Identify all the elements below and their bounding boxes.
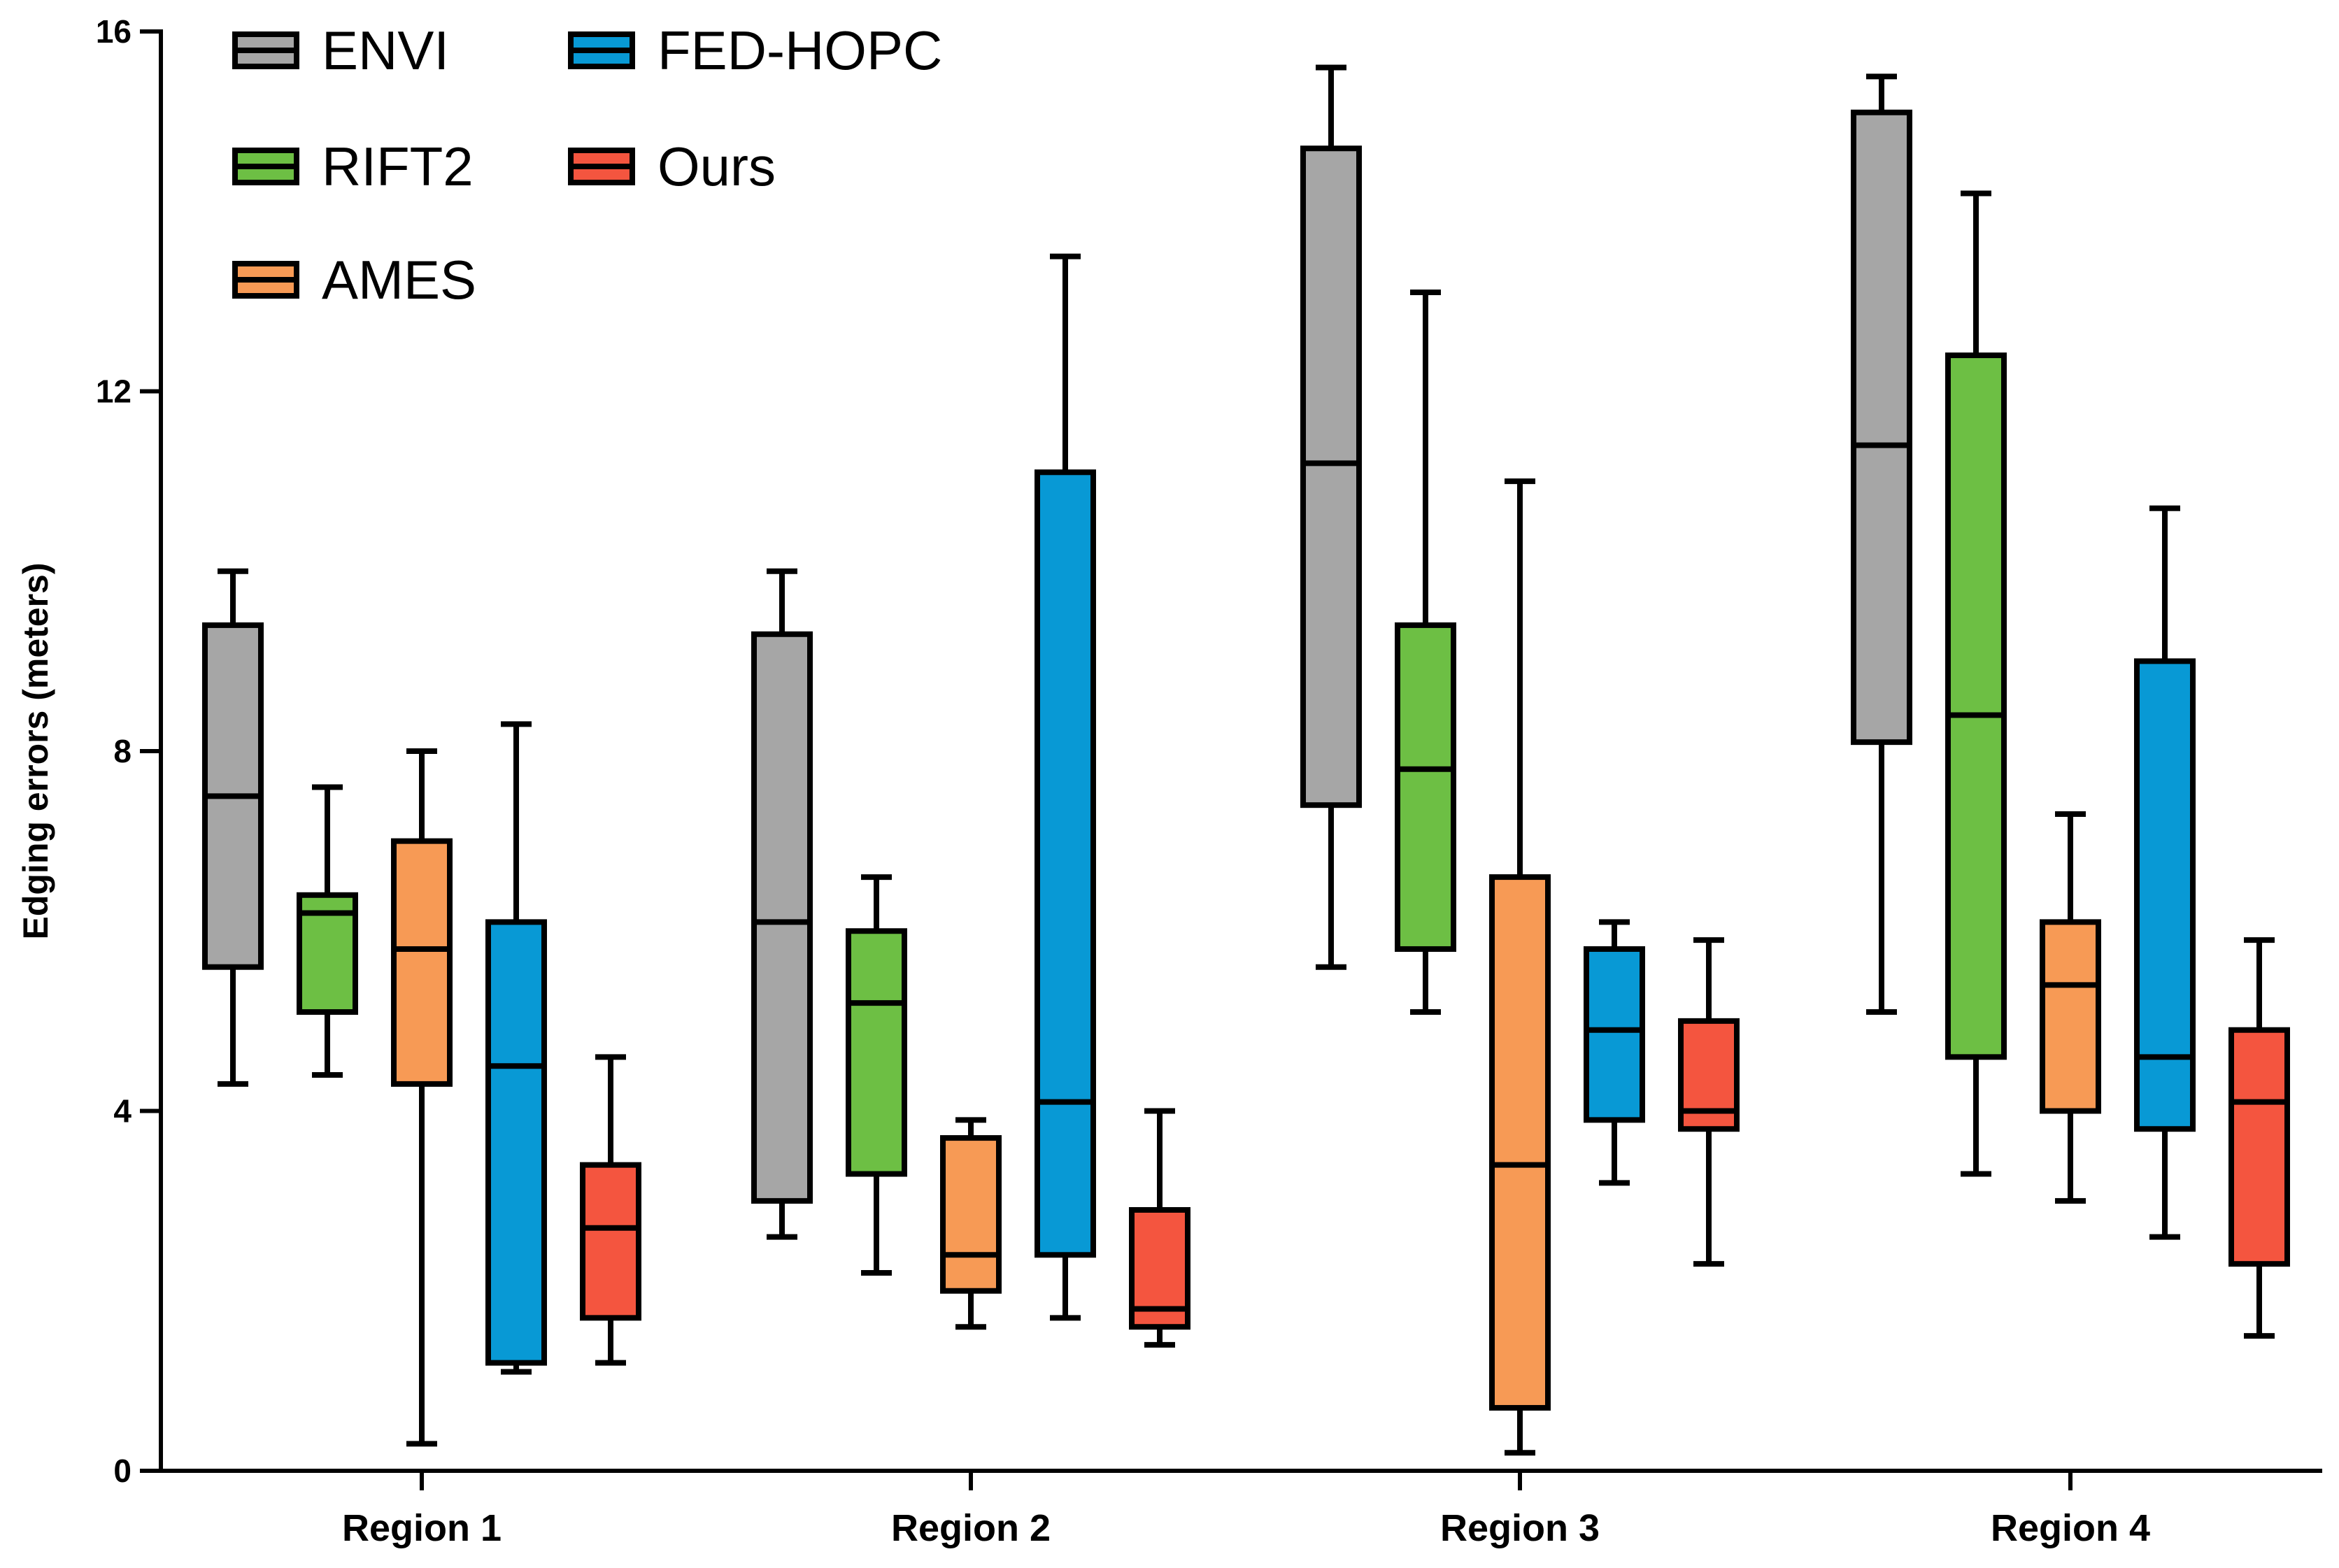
legend-item-ours: Ours: [568, 136, 776, 197]
box-iqr: [391, 838, 453, 1087]
legend-item-envi: ENVI: [232, 20, 449, 81]
box-envi: [751, 568, 813, 1240]
box-iqr: [1395, 622, 1456, 952]
y-tick-label: 12: [96, 373, 131, 410]
y-axis-label: Edging errors (meters): [16, 562, 55, 939]
box-iqr: [1945, 352, 2007, 1060]
y-tick-label: 8: [113, 733, 131, 769]
box-rift2: [1945, 190, 2007, 1177]
y-tick-label: 0: [113, 1453, 131, 1489]
box-ours: [2228, 937, 2290, 1339]
box-envi: [1300, 64, 1362, 970]
box-fed-hopc: [2134, 505, 2196, 1240]
box-ames: [391, 748, 453, 1447]
legend-item-rift2: RIFT2: [232, 136, 474, 197]
box-iqr: [2228, 1027, 2290, 1267]
box-envi: [202, 568, 264, 1087]
box-ours: [1678, 937, 1740, 1267]
legend-label: FED-HOPC: [657, 20, 942, 81]
legend-item-fed-hopc: FED-HOPC: [568, 20, 942, 81]
box-iqr: [846, 928, 907, 1177]
y-tick-label: 4: [113, 1093, 131, 1129]
x-tick-label: Region 2: [891, 1507, 1051, 1549]
box-fed-hopc: [485, 721, 547, 1375]
legend: ENVI RIFT2 AMES FED-HOPC Ours: [232, 20, 942, 311]
box-rift2: [1395, 290, 1456, 1015]
box-ames: [940, 1117, 1002, 1330]
box-iqr: [2134, 658, 2196, 1132]
box-ames: [2040, 811, 2101, 1204]
box-ours: [1129, 1108, 1190, 1348]
box-iqr: [940, 1135, 1002, 1294]
x-tick-label: Region 3: [1440, 1507, 1600, 1549]
legend-label: RIFT2: [322, 136, 474, 197]
legend-item-ames: AMES: [232, 249, 476, 311]
box-ours: [580, 1054, 641, 1366]
x-tick-label: Region 4: [1991, 1507, 2150, 1549]
box-iqr: [485, 919, 547, 1366]
box-iqr: [580, 1162, 641, 1321]
box-fed-hopc: [1584, 919, 1645, 1186]
box-rift2: [846, 874, 907, 1276]
box-fed-hopc: [1035, 253, 1096, 1321]
legend-label: ENVI: [322, 20, 449, 81]
box-envi: [1851, 73, 1912, 1015]
plot-area: [202, 64, 2290, 1456]
box-iqr: [1584, 946, 1645, 1123]
box-iqr: [751, 631, 813, 1204]
axes: 0 4 8 12 16 Region 1 Region 2 Region 3 Region 4 E…: [16, 13, 2322, 1549]
legend-label: AMES: [322, 249, 476, 311]
box-ames: [1489, 478, 1551, 1456]
box-iqr: [1851, 109, 1912, 746]
box-iqr: [1489, 874, 1551, 1411]
box-rift2: [297, 784, 358, 1078]
x-tick-label: Region 1: [342, 1507, 502, 1549]
box-iqr: [1300, 145, 1362, 808]
legend-label: Ours: [657, 136, 776, 197]
box-iqr: [1035, 469, 1096, 1258]
box-iqr: [2040, 919, 2101, 1114]
y-tick-label: 16: [96, 13, 131, 50]
